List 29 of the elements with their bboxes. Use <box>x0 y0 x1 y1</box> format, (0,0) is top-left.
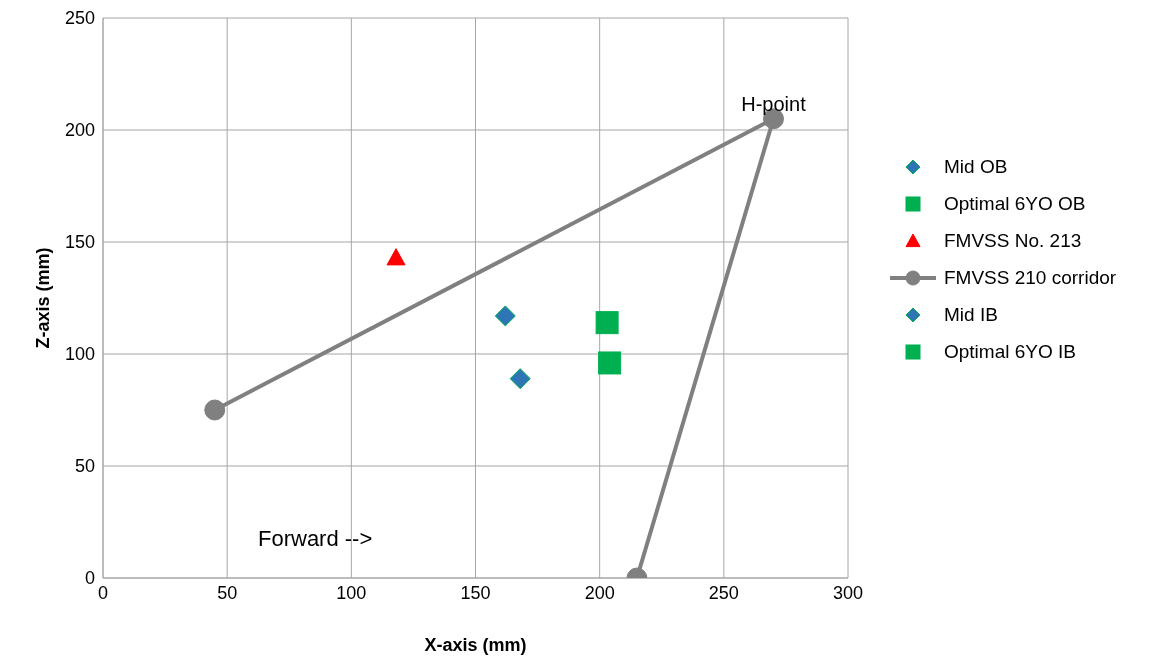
x-tick-label: 200 <box>584 582 615 603</box>
y-tick-label: 50 <box>74 456 95 477</box>
point <box>494 305 516 327</box>
x-tick-label: 50 <box>217 582 238 603</box>
y-tick-label: 150 <box>64 232 95 253</box>
legend-label: Optimal 6YO OB <box>944 192 1086 215</box>
y-tick-label: 0 <box>84 568 95 589</box>
legend-label: Optimal 6YO IB <box>944 340 1076 363</box>
y-tick-label: 250 <box>64 8 95 29</box>
y-tick-label: 200 <box>64 120 95 141</box>
x-tick-label: 150 <box>460 582 491 603</box>
legend-label: Mid OB <box>944 155 1008 178</box>
legend-label: FMVSS 210 corridor <box>944 266 1117 289</box>
point <box>509 368 531 390</box>
legend-label: FMVSS No. 213 <box>944 229 1082 252</box>
point <box>386 248 406 266</box>
point <box>595 311 619 335</box>
y-axis-title: Z-axis (mm) <box>33 247 54 349</box>
x-tick-label: 300 <box>832 582 864 603</box>
x-axis-title: X-axis (mm) <box>424 634 527 655</box>
annotation: H-point <box>741 92 807 115</box>
x-tick-label: 100 <box>336 582 367 603</box>
x-tick-label: 250 <box>708 582 739 603</box>
point <box>204 399 226 421</box>
annotation: Forward --> <box>258 526 373 552</box>
y-tick-label: 100 <box>64 344 95 365</box>
x-tick-label: 0 <box>97 582 109 603</box>
point <box>598 351 622 375</box>
legend-label: Mid IB <box>944 303 998 326</box>
